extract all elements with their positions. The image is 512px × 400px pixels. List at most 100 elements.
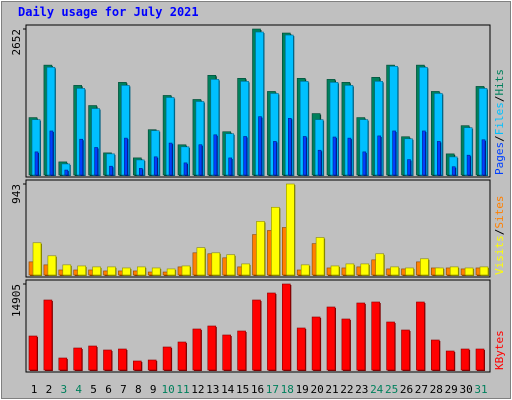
bar bbox=[213, 134, 218, 176]
legend-entry: Pages bbox=[493, 142, 506, 175]
x-tick-label: 4 bbox=[75, 383, 82, 396]
bar bbox=[407, 159, 411, 176]
bar bbox=[479, 266, 489, 276]
bar bbox=[449, 266, 459, 276]
bar bbox=[237, 330, 246, 371]
bar bbox=[416, 301, 425, 371]
bar bbox=[420, 258, 429, 276]
bar bbox=[103, 349, 112, 371]
legend: Pages/Files/Hits bbox=[493, 69, 506, 175]
bar bbox=[326, 306, 336, 371]
bar bbox=[133, 360, 142, 371]
legend: Visits/Sites bbox=[493, 196, 506, 276]
legend-separator: / bbox=[493, 229, 506, 236]
bar bbox=[300, 264, 310, 276]
legend-entry: Hits bbox=[493, 69, 506, 96]
bar bbox=[94, 147, 98, 176]
bar bbox=[92, 266, 101, 276]
bar bbox=[466, 154, 471, 176]
legend: KBytes bbox=[493, 330, 506, 370]
bar bbox=[177, 341, 187, 371]
bar bbox=[311, 316, 321, 371]
x-tick-label: 28 bbox=[430, 383, 443, 396]
bar bbox=[371, 301, 381, 371]
bar bbox=[181, 265, 191, 276]
x-tick-label: 5 bbox=[90, 383, 97, 396]
bar bbox=[252, 299, 261, 371]
x-tick-label: 21 bbox=[325, 383, 338, 396]
x-tick-label: 30 bbox=[459, 383, 472, 396]
bar bbox=[192, 328, 202, 371]
bar bbox=[451, 166, 456, 176]
bar bbox=[347, 137, 352, 176]
bar bbox=[77, 265, 86, 276]
bar bbox=[43, 299, 53, 371]
bar bbox=[422, 130, 426, 176]
bar bbox=[296, 327, 306, 371]
x-tick-label: 27 bbox=[415, 383, 428, 396]
bar bbox=[226, 254, 235, 276]
x-tick-label: 7 bbox=[120, 383, 127, 396]
bar bbox=[207, 325, 217, 371]
x-tick-label: 24 bbox=[370, 383, 384, 396]
bar bbox=[168, 142, 173, 176]
bar bbox=[362, 151, 367, 176]
bar bbox=[122, 267, 131, 276]
bar bbox=[405, 267, 414, 276]
bar bbox=[162, 346, 172, 371]
bar bbox=[345, 263, 355, 276]
x-tick-label: 13 bbox=[206, 383, 219, 396]
x-tick-label: 1 bbox=[31, 383, 38, 396]
x-tick-label: 11 bbox=[176, 383, 189, 396]
x-tick-label: 10 bbox=[161, 383, 174, 396]
x-tick-label: 12 bbox=[191, 383, 204, 396]
x-tick-label: 31 bbox=[474, 383, 487, 396]
bar bbox=[273, 141, 277, 176]
x-tick-label: 17 bbox=[266, 383, 279, 396]
bar bbox=[271, 206, 280, 276]
bar bbox=[107, 266, 116, 276]
x-tick-label: 15 bbox=[236, 383, 249, 396]
legend-entry: Sites bbox=[493, 196, 506, 229]
bar bbox=[49, 130, 54, 176]
bar bbox=[430, 339, 440, 371]
bar bbox=[285, 183, 295, 276]
x-tick-label: 6 bbox=[105, 383, 112, 396]
bar bbox=[375, 253, 385, 276]
bar bbox=[243, 136, 247, 176]
x-tick-label: 8 bbox=[135, 383, 142, 396]
x-tick-label: 29 bbox=[445, 383, 458, 396]
bar bbox=[256, 221, 265, 276]
bar bbox=[315, 237, 325, 276]
legend-entry: Files bbox=[493, 102, 506, 135]
y-tick-label: 14905 bbox=[10, 284, 23, 317]
bar bbox=[166, 268, 176, 276]
bar bbox=[137, 266, 146, 276]
bar bbox=[109, 165, 113, 176]
bar bbox=[392, 130, 396, 176]
bar bbox=[139, 168, 143, 176]
bar bbox=[73, 347, 82, 371]
x-tick-label: 9 bbox=[150, 383, 157, 396]
bar bbox=[356, 302, 366, 371]
x-tick-label: 14 bbox=[221, 383, 235, 396]
bar bbox=[330, 265, 340, 276]
bar bbox=[434, 267, 444, 276]
bar bbox=[228, 157, 232, 176]
bar bbox=[481, 139, 486, 176]
bar bbox=[436, 141, 441, 176]
bar bbox=[222, 334, 231, 371]
bar bbox=[241, 263, 250, 276]
bar bbox=[124, 137, 128, 176]
bar bbox=[281, 283, 291, 371]
bar bbox=[58, 357, 68, 371]
legend-entry: Visits bbox=[493, 235, 506, 275]
bar bbox=[62, 264, 72, 276]
bar bbox=[47, 255, 57, 276]
legend-entry: KBytes bbox=[493, 330, 506, 370]
bar bbox=[79, 138, 83, 176]
bar bbox=[211, 252, 221, 276]
bar bbox=[267, 292, 276, 371]
x-tick-label: 16 bbox=[251, 383, 264, 396]
